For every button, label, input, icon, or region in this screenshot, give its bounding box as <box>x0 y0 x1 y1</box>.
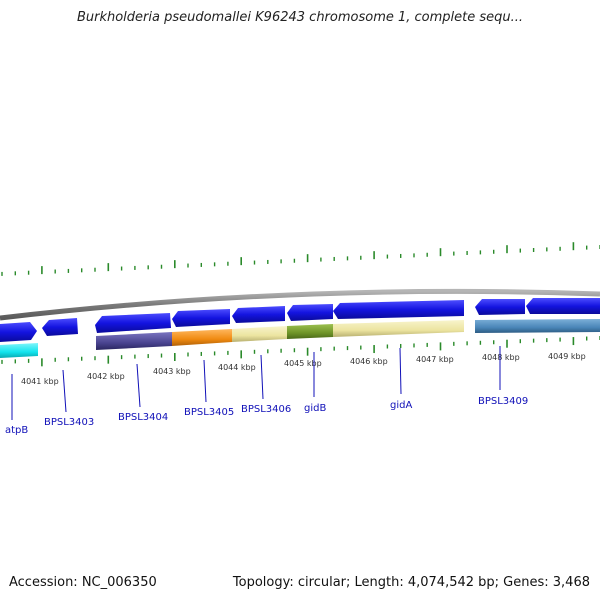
feature-band-track[interactable] <box>0 319 600 358</box>
feature-band-khaki[interactable] <box>333 320 464 337</box>
gene-arrow[interactable] <box>287 304 333 321</box>
gene-arrow[interactable] <box>232 306 285 323</box>
feature-band-cyan[interactable] <box>0 343 38 358</box>
upper-tick-ring <box>1 242 600 276</box>
scale-label: 4045 kbp <box>284 359 322 368</box>
scale-label: 4043 kbp <box>153 367 191 376</box>
gene-arrow-track[interactable] <box>0 298 600 342</box>
scale-label: 4047 kbp <box>416 355 454 364</box>
feature-band-olive[interactable] <box>287 324 333 339</box>
gene-label-atpB[interactable]: atpB <box>5 425 28 436</box>
gene-arrow[interactable] <box>475 299 525 315</box>
feature-band-indigo[interactable] <box>96 332 172 350</box>
gene-label-gidA[interactable]: gidA <box>390 400 412 411</box>
feature-band-khaki[interactable] <box>232 326 287 342</box>
gene-arrow[interactable] <box>42 318 78 336</box>
scale-label: 4044 kbp <box>218 363 256 372</box>
gene-label-BPSL3405[interactable]: BPSL3405 <box>184 407 234 418</box>
scale-label: 4049 kbp <box>548 352 586 361</box>
gene-arrow[interactable] <box>0 322 37 342</box>
gene-label-BPSL3406[interactable]: BPSL3406 <box>241 404 291 415</box>
gene-labels[interactable]: atpB BPSL3403 BPSL3404 BPSL3405 BPSL3406… <box>5 396 528 436</box>
scale-label: 4048 kbp <box>482 353 520 362</box>
scale-label: 4042 kbp <box>87 372 125 381</box>
gene-label-BPSL3403[interactable]: BPSL3403 <box>44 417 94 428</box>
topology-text: Topology: circular; Length: 4,074,542 bp… <box>232 575 590 590</box>
lower-tick-ring <box>1 336 600 367</box>
gene-arrow[interactable] <box>526 298 600 314</box>
feature-band-steel[interactable] <box>475 319 600 333</box>
gene-label-BPSL3409[interactable]: BPSL3409 <box>478 396 528 407</box>
gene-arrow[interactable] <box>172 309 230 327</box>
scale-label: 4041 kbp <box>21 377 59 386</box>
chromosome-backbone <box>0 288 600 321</box>
feature-band-orange[interactable] <box>172 329 232 346</box>
scale-label: 4046 kbp <box>350 357 388 366</box>
scale-labels: 4041 kbp 4042 kbp 4043 kbp 4044 kbp 4045… <box>21 352 586 386</box>
map-title: Burkholderia pseudomallei K96243 chromos… <box>76 10 524 25</box>
gene-label-gidB[interactable]: gidB <box>304 403 326 414</box>
gene-label-leaders <box>11 346 501 420</box>
gene-label-BPSL3404[interactable]: BPSL3404 <box>118 412 168 423</box>
accession-text: Accession: NC_006350 <box>9 575 157 590</box>
gene-arrow[interactable] <box>95 313 171 333</box>
gene-arrow[interactable] <box>333 300 464 319</box>
